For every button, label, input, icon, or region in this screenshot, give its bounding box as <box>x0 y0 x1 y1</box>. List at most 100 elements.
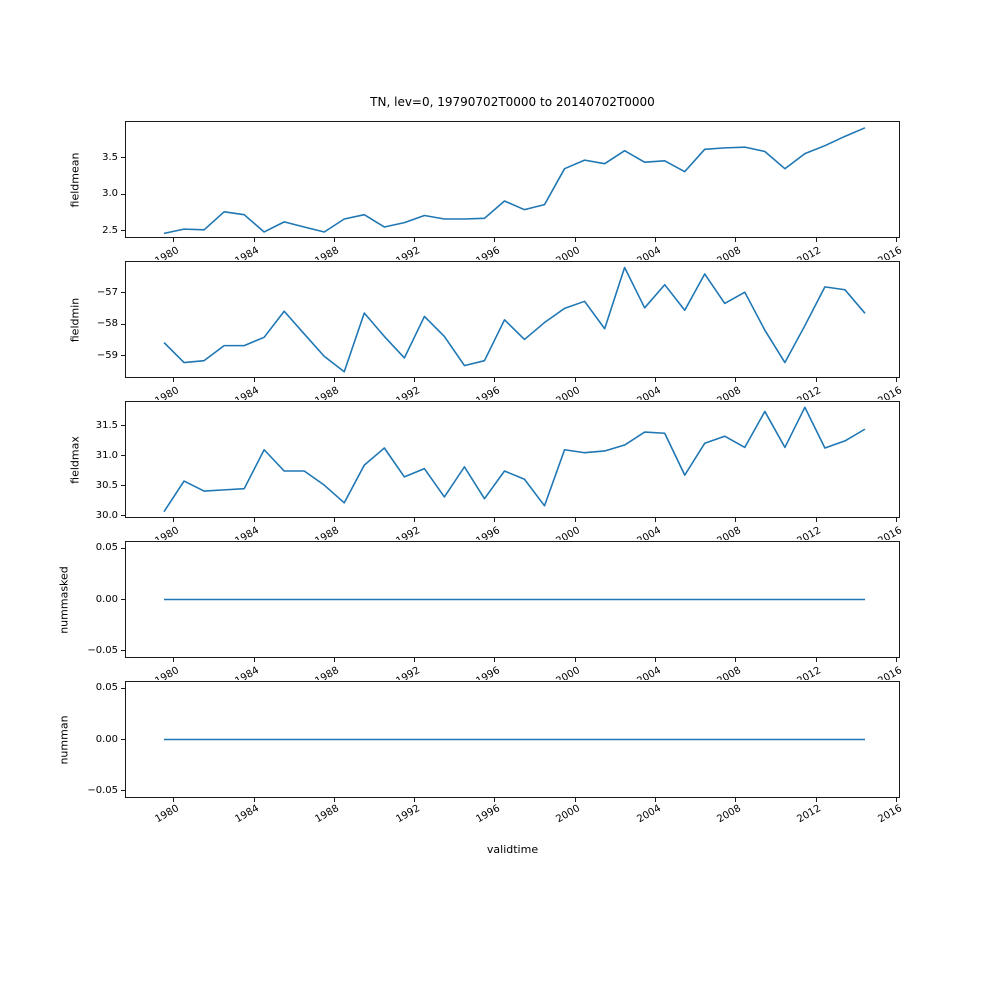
x-tick-mark <box>494 378 496 382</box>
x-tick-label: 2004 <box>635 665 663 680</box>
x-tick-mark <box>574 378 576 382</box>
nummasked-line-chart <box>164 598 865 601</box>
x-tick-mark <box>333 378 335 382</box>
x-tick-label: 1984 <box>233 665 261 680</box>
x-tick-mark <box>253 378 255 382</box>
y-tick-label: 3.0 <box>102 188 118 200</box>
x-tick-mark <box>574 238 576 242</box>
y-axis-label-numman: numman <box>57 714 70 765</box>
y-axis-label-fieldmean: fieldmean <box>68 152 81 207</box>
x-tick-label: 1984 <box>233 803 261 826</box>
x-tick-mark <box>414 658 416 662</box>
y-tick-label: 2.5 <box>102 224 118 236</box>
x-tick-mark <box>896 238 897 242</box>
x-tick-label: 2004 <box>635 525 663 540</box>
x-tick-mark <box>414 518 416 522</box>
x-tick-mark <box>574 798 576 802</box>
x-tick-label: 1992 <box>394 385 422 400</box>
x-tick-mark <box>333 238 335 242</box>
x-tick-mark <box>735 378 737 382</box>
x-tick-label-strip: 1980 1984 1988 1992 1996 2000 2004 2008 2012 2016 <box>0 659 1000 680</box>
x-tick-label: 2000 <box>554 665 583 680</box>
x-tick-label: 2012 <box>795 385 824 400</box>
numman-line-chart <box>164 738 865 741</box>
x-tick-label: 2000 <box>554 385 583 400</box>
x-tick-mark <box>173 238 175 242</box>
x-tick-mark <box>414 238 416 242</box>
y-tick-label: 30.0 <box>95 509 118 521</box>
x-tick-label: 2016 <box>875 245 904 260</box>
x-tick-label: 1980 <box>153 803 181 826</box>
subplot-fieldmean: fieldmean 1980 1984 1988 1992 1996 2000 2004 20… <box>0 121 1000 260</box>
x-tick-label: 1988 <box>313 525 342 540</box>
x-tick-mark <box>333 518 335 522</box>
x-tick-mark <box>173 518 175 522</box>
x-tick-label: 1984 <box>233 245 261 260</box>
x-tick-label-strip: 1980 1984 1988 1992 1996 2000 2004 2008 2012 2016 <box>0 519 1000 540</box>
x-tick-label: 2012 <box>795 665 824 680</box>
x-tick-label: 2004 <box>635 245 663 260</box>
x-tick-label: 2016 <box>875 525 904 540</box>
x-tick-label: 2004 <box>635 385 663 400</box>
x-tick-mark <box>414 378 416 382</box>
x-tick-mark <box>735 658 737 662</box>
x-tick-label: 1996 <box>474 665 502 680</box>
plot-area-nummasked <box>125 541 900 658</box>
x-axis-title: validtime <box>486 843 539 856</box>
x-tick-mark <box>494 238 496 242</box>
x-tick-label: 2012 <box>795 803 824 826</box>
y-tick-label: 0.05 <box>95 542 118 554</box>
y-tick-mark <box>121 193 125 195</box>
y-tick-label: 30.5 <box>95 479 118 491</box>
y-axis-label-fieldmin: fieldmin <box>68 297 81 342</box>
x-tick-label: 2000 <box>554 245 583 260</box>
x-tick-mark <box>494 798 496 802</box>
x-tick-mark <box>896 378 897 382</box>
x-tick-label: 1980 <box>153 525 181 540</box>
y-tick-label: −0.05 <box>87 784 118 796</box>
y-tick-mark <box>121 485 125 487</box>
x-tick-label: 2016 <box>875 385 904 400</box>
x-tick-label: 1996 <box>474 385 502 400</box>
x-tick-label: 2012 <box>795 245 824 260</box>
x-tick-label: 1984 <box>233 385 261 400</box>
x-tick-mark <box>896 518 897 522</box>
x-tick-mark <box>173 798 175 802</box>
y-tick-mark <box>121 687 125 689</box>
y-tick-label: 0.00 <box>95 733 118 745</box>
x-tick-label: 1984 <box>233 525 261 540</box>
y-tick-label: 0.00 <box>95 593 118 605</box>
subplot-nummasked: nummasked 1980 1984 1988 1992 1996 2000 2004 20… <box>0 541 1000 680</box>
x-tick-label: 2016 <box>875 803 904 826</box>
y-tick-mark <box>121 323 125 325</box>
x-tick-mark <box>333 658 335 662</box>
x-tick-mark <box>896 658 897 662</box>
x-tick-label: 1992 <box>394 525 422 540</box>
x-tick-mark <box>815 798 817 802</box>
x-tick-label: 1996 <box>474 245 502 260</box>
y-axis-label-fieldmax: fieldmax <box>68 435 81 484</box>
x-tick-mark <box>574 658 576 662</box>
x-tick-mark <box>896 798 897 802</box>
x-tick-mark <box>173 378 175 382</box>
x-tick-mark <box>655 798 657 802</box>
x-tick-label-strip: 1980 1984 1988 1992 1996 2000 2004 2008 2012 2016 <box>0 239 1000 260</box>
y-tick-mark <box>121 292 125 294</box>
y-tick-label: 31.0 <box>95 449 118 461</box>
x-tick-mark <box>735 518 737 522</box>
y-tick-mark <box>121 230 125 232</box>
x-tick-mark <box>253 238 255 242</box>
x-tick-mark <box>253 518 255 522</box>
y-tick-label: 31.5 <box>95 419 118 431</box>
x-tick-label: 1996 <box>474 525 502 540</box>
subplot-numman: numman 1980 1984 1988 1992 1996 2000 2004 2008 2… <box>0 681 1000 825</box>
x-tick-label: 2008 <box>715 385 743 400</box>
y-tick-mark <box>121 515 125 517</box>
x-tick-label: 2004 <box>635 803 663 826</box>
figure-title: TN, lev=0, 19790702T0000 to 20140702T000… <box>370 95 655 109</box>
fieldmax-line <box>163 406 866 513</box>
x-tick-label: 1992 <box>394 665 422 680</box>
fieldmin-line <box>163 266 866 373</box>
x-tick-label-strip-bottom: 1980 1984 1988 1992 1996 2000 2004 2008 2012 2016 <box>0 800 1000 840</box>
